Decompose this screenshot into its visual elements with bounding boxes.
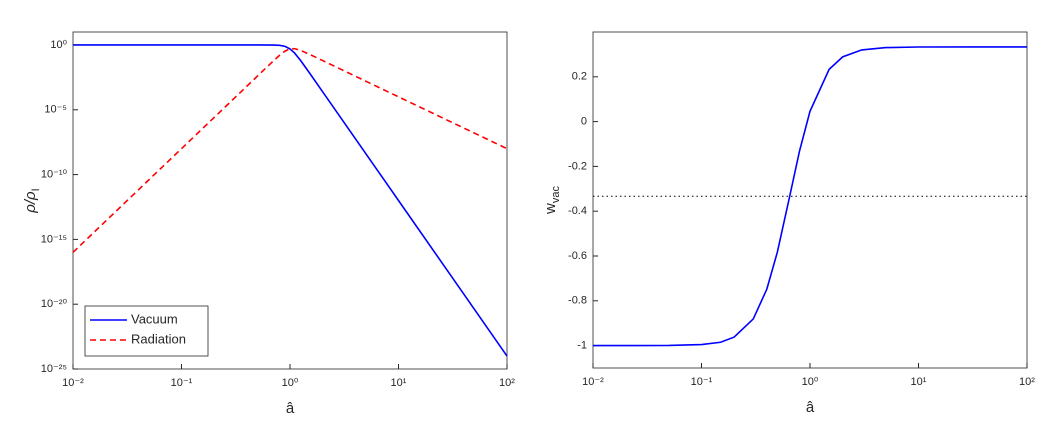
y-tick-label: 10⁻⁵ <box>44 104 67 116</box>
x-tick-label: 10² <box>1019 376 1035 388</box>
y-axis-label-sub: vac <box>550 186 562 204</box>
y-axis-label: ρ/ρI <box>22 188 42 213</box>
y-tick-label: 0 <box>581 116 587 128</box>
x-tick-label: 10² <box>499 377 515 389</box>
y-tick-label: 0.2 <box>572 71 587 83</box>
legend-label: Vacuum <box>131 311 178 326</box>
x-tick-label: 10⁰ <box>802 376 819 388</box>
y-tick-label: -0.2 <box>568 160 587 172</box>
legend-box <box>84 305 209 357</box>
x-tick-label: 10⁻² <box>582 376 604 388</box>
x-axis-label: â <box>286 400 295 417</box>
y-tick-label: -1 <box>577 340 587 352</box>
x-tick-label: 10¹ <box>391 377 407 389</box>
x-tick-label: 10⁻¹ <box>171 377 193 389</box>
y-tick-label: 10⁻²⁰ <box>41 298 68 310</box>
y-tick-label: 10⁰ <box>50 39 67 51</box>
x-tick-label: 10⁻² <box>62 377 84 389</box>
y-tick-label: 10⁻²⁵ <box>41 363 67 375</box>
series-line <box>592 46 1027 347</box>
y-tick-label: 10⁻¹⁰ <box>41 168 68 180</box>
y-tick-label: -0.6 <box>568 250 587 262</box>
series-line <box>73 44 508 357</box>
y-axis-label: wvac <box>542 186 562 215</box>
x-axis-label: â <box>806 399 815 416</box>
series-line <box>72 47 508 253</box>
axes-box <box>592 31 1028 369</box>
y-tick-label: -0.4 <box>568 205 587 217</box>
y-axis-label-sub: I <box>30 188 42 191</box>
x-tick-label: 10¹ <box>911 376 927 388</box>
y-tick-label: -0.8 <box>568 295 587 307</box>
legend-label: Radiation <box>131 331 186 346</box>
y-axis-label-main: w <box>542 203 559 215</box>
x-tick-label: 10⁰ <box>282 377 299 389</box>
y-tick-label: 10⁻¹⁵ <box>41 233 67 245</box>
x-tick-label: 10⁻¹ <box>691 376 713 388</box>
y-axis-label-main: ρ/ρ <box>22 191 39 214</box>
